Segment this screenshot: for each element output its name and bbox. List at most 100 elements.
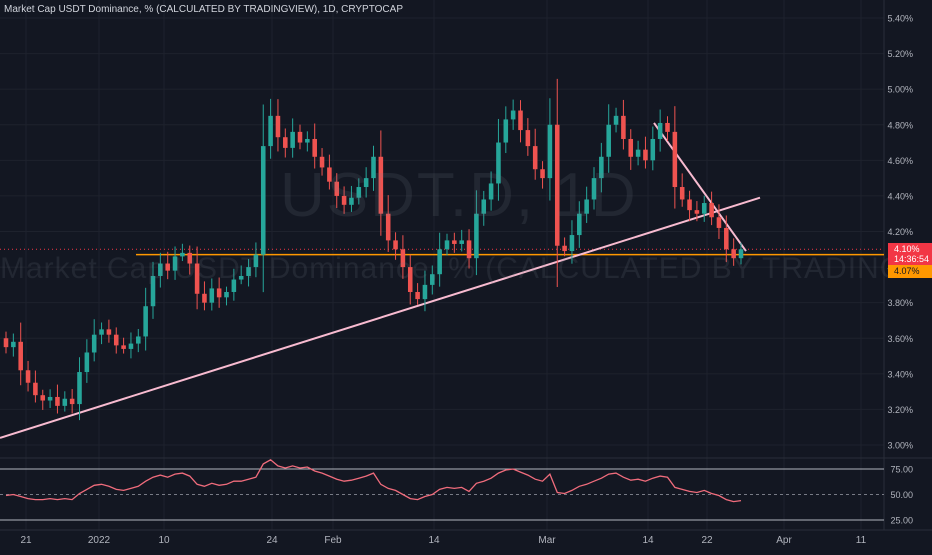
candle-body	[635, 149, 641, 157]
grid	[0, 0, 932, 531]
y-tick-label: 3.40%	[887, 369, 913, 379]
candle-body	[253, 254, 259, 268]
price-axis: 3.00%3.20%3.40%3.60%3.80%4.00%4.20%4.40%…	[887, 14, 913, 451]
y-tick-label: 5.40%	[887, 14, 913, 24]
x-tick-label: Feb	[324, 535, 342, 546]
candle-body	[319, 156, 325, 168]
candle-body	[55, 396, 60, 406]
chart-title: Market Cap USDT Dominance, % (CALCULATED…	[4, 4, 403, 15]
y-tick-label: 4.40%	[887, 191, 913, 201]
x-tick-label: 24	[266, 535, 278, 546]
y-tick-label: 5.20%	[887, 49, 913, 59]
rsi-tick-label: 25.00	[890, 516, 913, 526]
candle-body	[613, 115, 619, 125]
x-tick-label: 22	[701, 535, 713, 546]
candle-body	[481, 199, 487, 214]
candle-body	[99, 329, 104, 335]
candle-body	[172, 256, 178, 271]
candle-body	[672, 131, 678, 188]
candle-body	[187, 252, 193, 264]
candle-body	[510, 110, 516, 120]
candle-body	[180, 252, 185, 257]
candle-body	[305, 138, 310, 143]
candle-body	[11, 341, 16, 348]
candle-body	[400, 249, 406, 268]
candle-body	[650, 138, 656, 161]
candle-body	[91, 334, 97, 353]
candle-body	[371, 156, 376, 179]
candle-body	[297, 131, 303, 143]
candle-body	[341, 195, 347, 205]
bar-countdown: 14:36:54	[894, 254, 930, 264]
candle-body	[687, 199, 692, 211]
x-tick-label: 2022	[88, 535, 111, 546]
candle-body	[194, 263, 200, 294]
candle-body	[216, 288, 222, 298]
candle-body	[437, 249, 442, 275]
candle-body	[327, 167, 332, 182]
candle-body	[385, 213, 391, 241]
candle-body	[356, 187, 362, 198]
candle-body	[40, 395, 46, 401]
candle-body	[312, 138, 317, 157]
y-tick-label: 3.60%	[887, 334, 913, 344]
candle-body	[459, 240, 464, 244]
last-price-label: 4.10% 14:36:54	[888, 243, 932, 265]
candle-body	[694, 210, 700, 214]
candle-body	[128, 343, 134, 349]
y-tick-label: 3.80%	[887, 298, 913, 308]
candle-body	[724, 227, 729, 250]
candle-body	[260, 146, 266, 255]
candle-body	[33, 382, 38, 396]
candle-body	[121, 345, 126, 349]
candle-body	[407, 267, 413, 292]
candle-body	[334, 181, 340, 196]
candle-body	[422, 284, 428, 300]
candle-body	[643, 149, 648, 161]
candle-body	[18, 341, 23, 371]
candle-body	[378, 156, 384, 214]
candle-body	[349, 197, 354, 205]
candle-body	[474, 213, 479, 259]
candle-body	[290, 131, 295, 148]
candle-body	[113, 334, 119, 346]
rsi-panel: 75.00 50.00 25.00	[0, 459, 913, 526]
candle-body	[224, 291, 229, 298]
candle-body	[77, 372, 82, 405]
x-tick-label: Mar	[538, 535, 556, 546]
candle-body	[143, 306, 148, 337]
candle-body	[569, 235, 575, 252]
y-tick-label: 3.20%	[887, 405, 913, 415]
descending-trendline	[653, 122, 747, 252]
candle-body	[657, 122, 663, 139]
candle-body	[701, 203, 707, 214]
candle-body	[621, 115, 626, 139]
candle-body	[246, 267, 251, 276]
candle-body	[577, 213, 582, 236]
candle-body	[606, 124, 611, 157]
x-tick-label: 21	[20, 535, 32, 546]
ascending-trendline	[0, 196, 761, 439]
candle-body	[503, 119, 509, 143]
candle-body	[3, 338, 9, 348]
candle-body	[202, 293, 207, 303]
candle-body	[496, 142, 501, 184]
candle-body	[136, 336, 141, 344]
candle-body	[665, 122, 670, 132]
last-price-value: 4.10%	[894, 244, 920, 254]
y-tick-label: 4.80%	[887, 120, 913, 130]
candle-body	[283, 137, 288, 148]
candle-body	[452, 240, 457, 244]
rsi-line	[5, 459, 742, 503]
candle-body	[231, 279, 237, 292]
candle-body	[238, 275, 244, 280]
candle-body	[47, 396, 53, 401]
candle-body	[268, 115, 273, 147]
candle-body	[532, 146, 538, 170]
candle-body	[25, 370, 31, 383]
watermark-symbol: USDT.D, 1D	[280, 161, 638, 230]
candle-body	[525, 130, 531, 147]
candle-body	[393, 240, 398, 250]
